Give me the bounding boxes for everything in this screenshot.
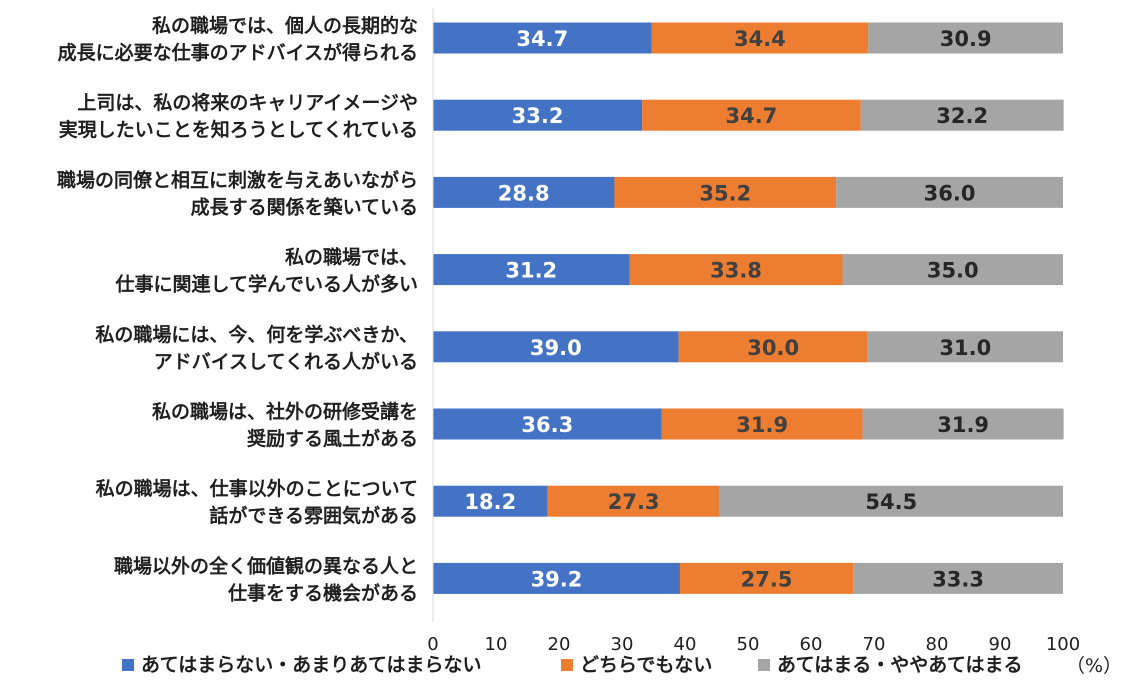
x-tick-label: 30 xyxy=(611,634,634,655)
data-label: 31.0 xyxy=(939,336,991,360)
category-label: 奨励する風土がある xyxy=(246,427,418,450)
category-label: 職場以外の全く価値観の異なる人と xyxy=(114,554,418,577)
legend-label: あてはまらない・あまりあてはまらない xyxy=(141,654,481,676)
data-label: 18.2 xyxy=(464,490,516,514)
category-label: 私の職場では、個人の長期的な xyxy=(152,14,418,37)
legend-swatch xyxy=(122,659,134,671)
bar-segment xyxy=(862,408,1064,440)
category-label: 成長に必要な仕事のアドバイスが得られる xyxy=(58,41,418,64)
category-label: 私の職場では、 xyxy=(285,246,418,269)
x-tick-label: 70 xyxy=(863,634,886,655)
legend-swatch xyxy=(758,659,770,671)
bar-segment xyxy=(433,22,652,54)
x-tick-label: 20 xyxy=(548,634,571,655)
data-label: 27.3 xyxy=(608,490,660,514)
bar-segment xyxy=(433,176,615,208)
bar-segment xyxy=(433,485,548,517)
bar-segment xyxy=(433,254,630,286)
bar-segment xyxy=(642,99,861,131)
data-label: 34.7 xyxy=(726,104,778,128)
bar-segment xyxy=(867,331,1063,363)
bar-segment xyxy=(678,331,868,363)
unit-label: （%） xyxy=(1066,655,1121,677)
x-axis-ticks: 0 10 20 30 40 50 60 70 80 90 100 xyxy=(427,634,1080,655)
x-tick-label: 50 xyxy=(737,634,760,655)
category-label: 私の職場は、仕事以外のことについて xyxy=(96,477,418,500)
bar-segment xyxy=(433,331,679,363)
data-label: 28.8 xyxy=(498,181,550,205)
bar-segment xyxy=(719,485,1063,517)
bar-segment xyxy=(853,562,1063,594)
data-label: 31.9 xyxy=(937,413,989,437)
category-label: 話ができる雰囲気がある xyxy=(209,504,418,527)
category-label: 仕事をする機会がある xyxy=(227,581,418,604)
legend-label: あてはまる・ややあてはまる xyxy=(777,654,1022,676)
x-tick-label: 90 xyxy=(989,634,1012,655)
bar-segment xyxy=(614,176,837,208)
x-tick-label: 10 xyxy=(485,634,508,655)
bar-segment xyxy=(651,22,869,54)
category-label: 上司は、私の将来のキャリアイメージや xyxy=(77,91,418,114)
category-label: アドバイスしてくれる人がいる xyxy=(154,350,418,373)
category-label: 仕事に関連して学んでいる人が多い xyxy=(115,273,418,296)
x-tick-label: 40 xyxy=(674,634,697,655)
data-label: 32.2 xyxy=(936,104,988,128)
data-label: 27.5 xyxy=(741,567,793,591)
bar-segment xyxy=(836,176,1063,208)
x-tick-label: 100 xyxy=(1046,634,1080,655)
bar-segment xyxy=(433,99,643,131)
bar-segment xyxy=(433,562,680,594)
x-tick-label: 0 xyxy=(427,634,438,655)
data-label: 36.0 xyxy=(924,181,976,205)
data-label: 33.8 xyxy=(710,259,762,283)
data-label: 33.3 xyxy=(932,567,984,591)
bar-segment xyxy=(860,99,1064,131)
data-label: 34.4 xyxy=(734,27,786,51)
bar-segment xyxy=(629,254,843,286)
category-labels: 私の職場では、個人の長期的な成長に必要な仕事のアドバイスが得られる上司は、私の将… xyxy=(57,14,418,604)
data-label: 31.2 xyxy=(505,259,557,283)
data-label: 34.7 xyxy=(516,27,568,51)
bar-segment xyxy=(868,22,1063,54)
category-label: 成長する関係を築いている xyxy=(191,195,418,218)
legend-swatch xyxy=(561,659,573,671)
bar-segment xyxy=(433,408,662,440)
data-label: 35.2 xyxy=(699,181,751,205)
data-label: 35.0 xyxy=(927,259,979,283)
bar-segment xyxy=(842,254,1063,286)
data-label: 30.9 xyxy=(940,27,992,51)
data-label: 39.2 xyxy=(531,567,583,591)
category-label: 私の職場には、今、何を学ぶべきか、 xyxy=(95,323,418,346)
x-tick-label: 60 xyxy=(800,634,823,655)
data-label: 54.5 xyxy=(865,490,917,514)
data-label: 33.2 xyxy=(512,104,564,128)
data-label: 39.0 xyxy=(530,336,582,360)
bar-segment xyxy=(547,485,720,517)
bar-segment xyxy=(679,562,854,594)
legend: あてはまらない・あまりあてはまらない どちらでもない あてはまる・ややあてはまる xyxy=(122,654,1022,676)
data-label: 31.9 xyxy=(736,413,788,437)
category-label: 私の職場は、社外の研修受講を xyxy=(152,400,418,423)
bars: 34.7 34.4 30.9 33.2 34.7 32.2 28.8 35.2 36.0 31.2… xyxy=(433,22,1064,594)
legend-label: どちらでもない xyxy=(580,654,712,676)
data-label: 36.3 xyxy=(521,413,573,437)
data-label: 30.0 xyxy=(747,336,799,360)
x-tick-label: 80 xyxy=(926,634,949,655)
bar-segment xyxy=(661,408,863,440)
category-label: 実現したいことを知ろうとしてくれている xyxy=(59,118,418,141)
category-label: 職場の同僚と相互に刺激を与えあいながら xyxy=(57,168,418,191)
